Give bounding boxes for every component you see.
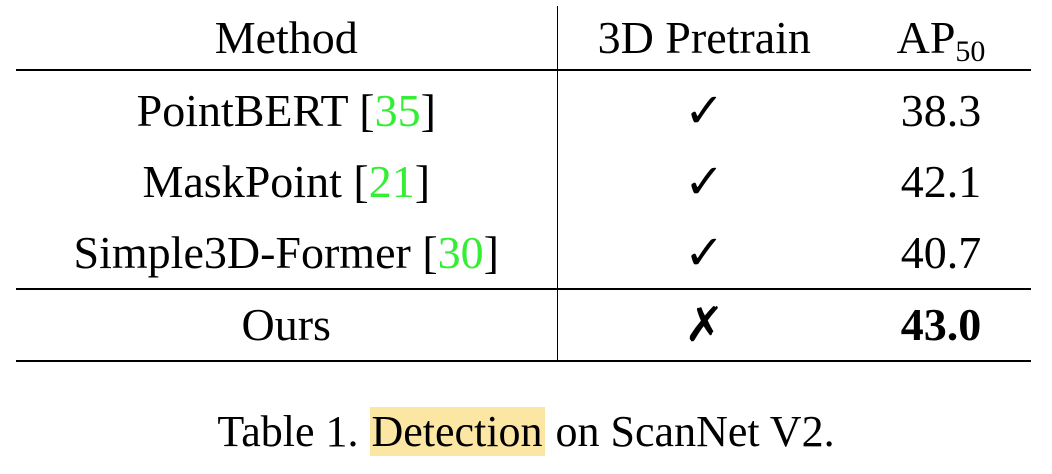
ref-close: ] — [420, 84, 436, 136]
citation-link[interactable]: 35 — [374, 84, 421, 136]
header-ap-subscript: 50 — [955, 34, 986, 68]
pretrain-cell: ✓ — [557, 70, 851, 146]
method-name: Simple3D-Former — [73, 226, 411, 278]
table-row: MaskPoint [21] ✓ 42.1 — [16, 146, 1031, 217]
ref-open: [ — [353, 155, 369, 207]
ref-close: ] — [483, 226, 499, 278]
cross-icon: ✗ — [684, 297, 725, 353]
pretrain-cell: ✓ — [557, 217, 851, 289]
checkmark-icon: ✓ — [684, 153, 725, 210]
header-ap50: AP50 — [851, 6, 1031, 71]
ref-open: [ — [422, 226, 438, 278]
results-table: Method 3D Pretrain AP50 PointBERT [35] ✓… — [16, 6, 1031, 362]
table-row-ours: Ours ✗ 43.0 — [16, 288, 1031, 362]
caption-prefix: Table 1. — [217, 407, 370, 456]
header-3d-pretrain: 3D Pretrain — [557, 6, 851, 71]
table-header-row: Method 3D Pretrain AP50 — [16, 6, 1031, 71]
checkmark-icon: ✓ — [684, 224, 725, 281]
method-cell: PointBERT [35] — [16, 70, 558, 146]
results-table-container: Method 3D Pretrain AP50 PointBERT [35] ✓… — [16, 6, 1031, 362]
caption-suffix: on ScanNet V2. — [544, 407, 835, 456]
ap-value: 42.1 — [900, 155, 982, 207]
pretrain-cell: ✗ — [557, 288, 851, 362]
ap-value: 38.3 — [900, 84, 982, 136]
table-caption: Table 1. Detection on ScanNet V2. — [0, 406, 1052, 459]
table-row: PointBERT [35] ✓ 38.3 — [16, 70, 1031, 146]
checkmark-icon: ✓ — [684, 82, 725, 139]
ap-value: 40.7 — [900, 226, 982, 278]
ap-value-best: 43.0 — [851, 288, 1031, 362]
table-row: Simple3D-Former [30] ✓ 40.7 — [16, 217, 1031, 289]
method-name: Ours — [16, 288, 558, 362]
citation-link[interactable]: 30 — [437, 226, 484, 278]
ref-open: [ — [359, 84, 375, 136]
method-cell: Simple3D-Former [30] — [16, 217, 558, 289]
pretrain-cell: ✓ — [557, 146, 851, 217]
caption-highlighted-word: Detection — [369, 407, 545, 456]
ref-close: ] — [414, 155, 431, 207]
method-name: PointBERT — [136, 84, 348, 136]
citation-link[interactable]: 21 — [368, 155, 415, 207]
method-name: MaskPoint — [142, 155, 342, 207]
header-ap-label: AP — [896, 11, 956, 63]
method-cell: MaskPoint [21] — [16, 146, 558, 217]
header-method: Method — [16, 6, 558, 71]
